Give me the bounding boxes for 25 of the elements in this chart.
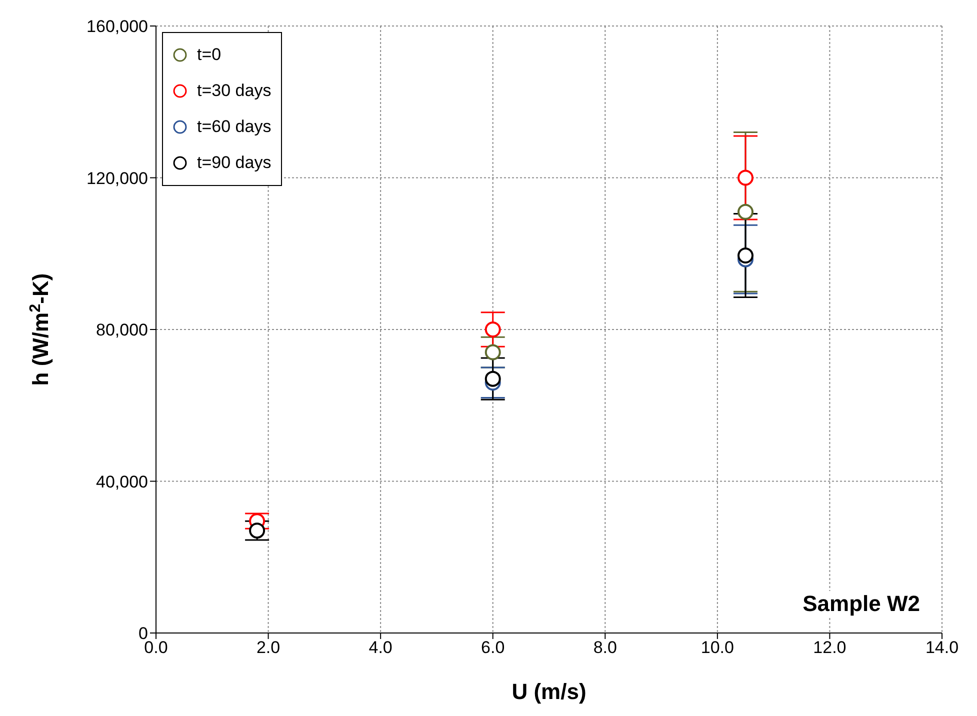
x-tick-label: 8.0: [593, 638, 617, 658]
point: [484, 344, 501, 360]
point: [738, 248, 754, 264]
point: [738, 204, 754, 220]
point: [249, 522, 266, 539]
y-tick-label: 40,000: [96, 472, 148, 492]
x-tick-label: 0.0: [144, 638, 168, 658]
point: [484, 322, 501, 338]
y-tick-label: 80,000: [96, 320, 148, 340]
annotation: Sample W2: [802, 591, 920, 617]
x-tick-label: 2.0: [256, 638, 280, 658]
x-tick-label: 12.0: [813, 638, 846, 658]
x-tick-label: 10.0: [700, 638, 734, 658]
x-axis-title: U (m/s): [512, 679, 586, 704]
legend-label: t=60 days: [197, 117, 272, 137]
legend-label: t=0: [197, 45, 222, 65]
legend-label: t=90 days: [197, 153, 272, 173]
point: [738, 170, 754, 186]
y-tick-label: 120,000: [86, 168, 148, 188]
x-tick-label: 6.0: [481, 638, 505, 658]
y-tick-label: 160,000: [86, 17, 148, 36]
point: [484, 370, 501, 387]
legend-label: t=30 days: [197, 81, 272, 101]
x-tick-label: 14.0: [925, 638, 959, 658]
x-tick-label: 4.0: [368, 638, 392, 658]
